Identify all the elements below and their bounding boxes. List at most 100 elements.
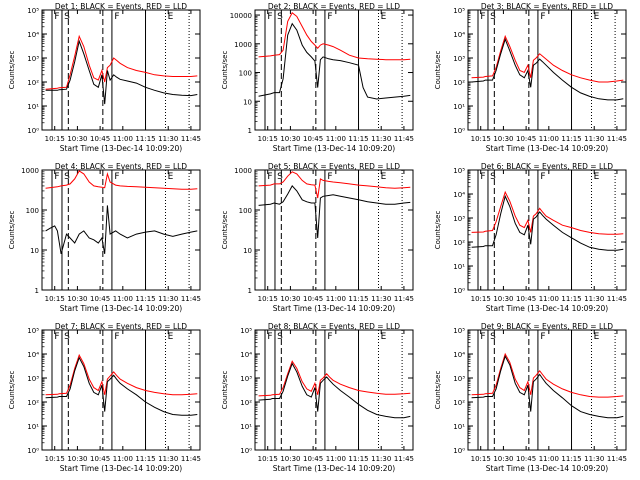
x-axis-label: Start Time (13-Dec-14 10:09:20): [60, 304, 182, 313]
interval-marker-label: E: [168, 12, 174, 22]
chart-title: Det 4: BLACK = Events, RED = LLD: [55, 162, 187, 171]
series-line-lld: [258, 360, 411, 397]
x-tick-label: 10:15: [258, 455, 278, 463]
y-axis-label: Counts/sec: [8, 51, 16, 90]
y-tick-label: 10⁰: [453, 447, 465, 455]
y-axis-label: Counts/sec: [8, 211, 16, 250]
x-tick-label: 10:15: [258, 135, 278, 143]
chart-panel-det-7: Det 7: BLACK = Events, RED = LLD 10⁰ 10¹ 10…: [8, 322, 201, 473]
y-tick-label: 10²: [453, 399, 465, 407]
interval-marker-label: S: [490, 332, 496, 342]
chart-panel-det-8: Det 8: BLACK = Events, RED = LLD 10⁰ 10¹ 10…: [221, 322, 414, 473]
series-line-events: [258, 362, 411, 419]
plot-frame: [467, 9, 627, 131]
x-tick-label: 11:30: [371, 455, 391, 463]
y-tick-label: 10²: [27, 79, 39, 87]
chart-title: Det 8: BLACK = Events, RED = LLD: [268, 322, 400, 331]
y-tick-label: 10³: [27, 375, 39, 383]
x-tick-label: 10:45: [303, 135, 323, 143]
chart-title: Det 1: BLACK = Events, RED = LLD: [55, 2, 187, 11]
y-tick-label: 1000: [234, 167, 252, 175]
series-line-events: [45, 205, 198, 255]
interval-marker-label: F: [267, 172, 272, 182]
y-tick-label: 10⁵: [453, 7, 465, 15]
y-tick-label: 10⁴: [27, 31, 39, 39]
y-tick-label: 10⁴: [453, 31, 465, 39]
chart-title: Det 2: BLACK = Events, RED = LLD: [268, 2, 400, 11]
y-tick-label: 10¹: [240, 423, 252, 431]
interval-marker-label: F: [480, 12, 485, 22]
x-tick-label: 10:45: [516, 135, 536, 143]
x-tick-label: 10:30: [280, 135, 300, 143]
interval-marker-label: F: [327, 12, 332, 22]
x-tick-label: 10:45: [516, 295, 536, 303]
interval-marker-label: S: [64, 12, 70, 22]
y-tick-label: 1000: [21, 167, 39, 175]
x-tick-label: 11:45: [181, 135, 201, 143]
plot-frame: [41, 169, 201, 291]
interval-marker-label: F: [54, 12, 59, 22]
x-tick-label: 11:00: [539, 295, 559, 303]
x-axis-label: Start Time (13-Dec-14 10:09:20): [273, 304, 395, 313]
y-axis-label: Counts/sec: [221, 371, 229, 410]
y-tick-label: 10⁵: [240, 327, 252, 335]
interval-marker-label: E: [381, 12, 387, 22]
interval-marker-label: F: [327, 332, 332, 342]
interval-marker-label: E: [168, 332, 174, 342]
x-tick-label: 11:00: [113, 455, 133, 463]
y-axis-label: Counts/sec: [221, 211, 229, 250]
x-tick-label: 10:15: [471, 295, 491, 303]
interval-marker-label: E: [168, 172, 174, 182]
chart-panel-det-2: Det 2: BLACK = Events, RED = LLD 1 10 100 10…: [221, 2, 414, 153]
y-axis-label: Counts/sec: [434, 211, 442, 250]
x-tick-label: 10:45: [516, 455, 536, 463]
x-tick-label: 11:45: [607, 135, 627, 143]
y-tick-label: 10⁵: [453, 167, 465, 175]
interval-marker-label: S: [277, 12, 283, 22]
y-tick-label: 10⁰: [453, 287, 465, 295]
y-tick-label: 10³: [453, 215, 465, 223]
x-axis-label: Start Time (13-Dec-14 10:09:20): [486, 464, 608, 473]
interval-marker-label: E: [594, 12, 600, 22]
y-tick-label: 10⁵: [27, 7, 39, 15]
x-tick-label: 11:15: [135, 135, 155, 143]
series-line-events: [258, 185, 411, 239]
x-tick-label: 10:30: [280, 295, 300, 303]
y-tick-label: 10⁰: [27, 447, 39, 455]
y-tick-label: 10⁴: [453, 191, 465, 199]
x-tick-label: 10:30: [280, 455, 300, 463]
y-tick-label: 100: [26, 207, 39, 215]
interval-marker-label: S: [277, 332, 283, 342]
chart-title: Det 3: BLACK = Events, RED = LLD: [481, 2, 613, 11]
x-tick-label: 10:15: [471, 135, 491, 143]
y-tick-label: 100: [239, 70, 252, 78]
x-tick-label: 10:45: [90, 455, 110, 463]
x-tick-label: 11:15: [561, 295, 581, 303]
y-tick-label: 10⁰: [240, 447, 252, 455]
interval-marker-label: F: [480, 172, 485, 182]
interval-marker-label: F: [267, 12, 272, 22]
y-tick-label: 10⁴: [453, 351, 465, 359]
plot-frame: [254, 9, 414, 131]
y-tick-label: 10²: [453, 79, 465, 87]
interval-marker-label: F: [540, 332, 545, 342]
interval-marker-label: F: [540, 12, 545, 22]
x-tick-label: 11:30: [584, 135, 604, 143]
interval-marker-label: E: [381, 332, 387, 342]
x-tick-label: 11:15: [561, 135, 581, 143]
x-axis-label: Start Time (13-Dec-14 10:09:20): [273, 464, 395, 473]
x-tick-label: 10:45: [303, 455, 323, 463]
y-tick-label: 10²: [453, 239, 465, 247]
y-tick-label: 10³: [453, 375, 465, 383]
series-line-lld: [45, 353, 198, 396]
x-tick-label: 10:30: [67, 295, 87, 303]
x-tick-label: 11:15: [135, 455, 155, 463]
x-axis-label: Start Time (13-Dec-14 10:09:20): [486, 304, 608, 313]
series-line-lld: [45, 34, 198, 90]
series-line-lld: [471, 190, 624, 235]
chart-panel-det-6: Det 6: BLACK = Events, RED = LLD 10⁰ 10¹ 10…: [434, 162, 627, 313]
series-line-events: [471, 194, 624, 251]
x-tick-label: 11:45: [607, 295, 627, 303]
x-tick-label: 10:30: [493, 455, 513, 463]
y-tick-label: 10⁴: [27, 351, 39, 359]
